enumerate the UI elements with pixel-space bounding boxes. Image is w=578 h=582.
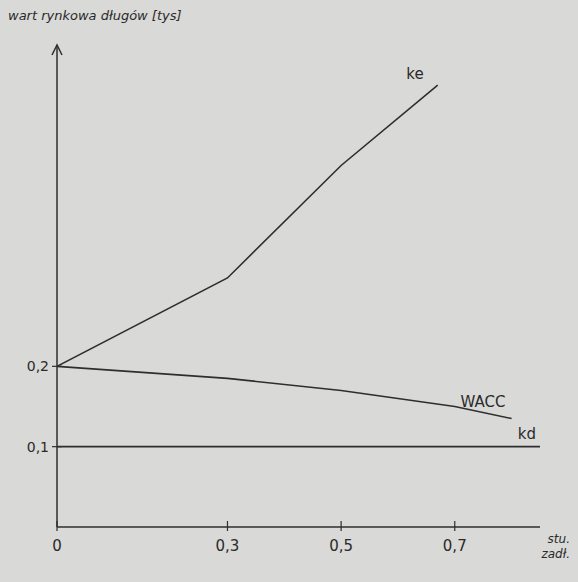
- x-axis: [57, 526, 540, 528]
- x-axis-title: stu.zadł.: [540, 532, 570, 561]
- x-tick-label: 0,5: [329, 537, 353, 555]
- y-axis-title: wart rynkowa długów [tys]: [8, 8, 182, 23]
- series-label: ke: [406, 65, 423, 83]
- chart: 0 0,3 0,5 0,7 0,1 0,2 wart rynkowa długów [tys…: [0, 0, 578, 582]
- x-tick: [56, 521, 57, 531]
- x-tick-label: 0: [52, 537, 62, 555]
- x-tick-label: 0,3: [216, 537, 240, 555]
- series-line: [57, 446, 540, 448]
- x-tick: [341, 521, 342, 531]
- y-tick-label: 0,2: [27, 358, 49, 374]
- labels-group: ke WACC kd: [406, 65, 536, 443]
- x-axis-title-line: stu.: [548, 532, 570, 546]
- series-group: [57, 85, 540, 447]
- y-arrow: [52, 45, 62, 55]
- x-tick-label: 0,7: [443, 537, 467, 555]
- series-line: [57, 366, 512, 418]
- x-tick: [227, 521, 228, 531]
- y-axis: [56, 45, 58, 527]
- series-line: [57, 85, 438, 366]
- series-label: kd: [518, 425, 536, 443]
- x-axis-title-line: zadł.: [540, 547, 570, 561]
- series-label: WACC: [461, 393, 506, 411]
- y-tick-label: 0,1: [27, 439, 49, 455]
- x-tick: [454, 521, 455, 531]
